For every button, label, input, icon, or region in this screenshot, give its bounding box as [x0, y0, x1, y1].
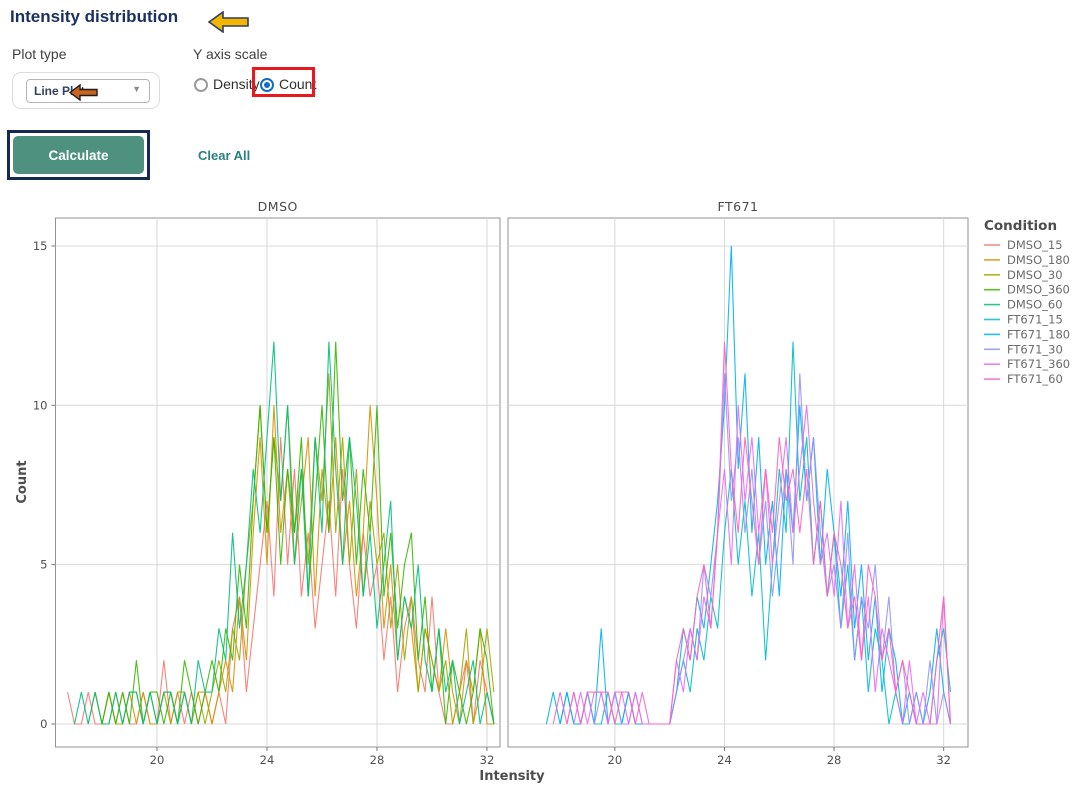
x-tick-label: 28 — [827, 753, 842, 767]
y-tick-label: 10 — [33, 398, 48, 412]
count-radio[interactable] — [260, 78, 274, 92]
x-tick-label: 32 — [936, 753, 951, 767]
panel-FT671 — [507, 217, 969, 748]
facet-title-DMSO: DMSO — [258, 199, 298, 214]
y-tick-label: 0 — [40, 717, 47, 731]
legend-label-FT671_360: FT671_360 — [1007, 357, 1070, 371]
x-tick-label: 24 — [260, 753, 275, 767]
clear-all-link[interactable]: Clear All — [198, 148, 251, 163]
calculate-button[interactable]: Calculate — [13, 136, 144, 174]
legend-label-DMSO_360: DMSO_360 — [1007, 283, 1070, 297]
plot-type-dropdown-container: Line Plot ▼ — [12, 72, 160, 109]
x-tick-label: 32 — [480, 753, 495, 767]
annotation-orange-arrow-icon — [69, 84, 98, 101]
count-radio-label[interactable]: Count — [279, 76, 317, 92]
legend-label-DMSO_60: DMSO_60 — [1007, 298, 1063, 312]
y-axis-scale-label: Y axis scale — [193, 46, 268, 62]
chart-line-FT671_60 — [552, 341, 952, 725]
facet-title-FT671: FT671 — [718, 199, 759, 214]
legend-label-FT671_30: FT671_30 — [1007, 342, 1063, 356]
legend-label-DMSO_180: DMSO_180 — [1007, 253, 1070, 267]
chart-line-DMSO_360 — [101, 341, 495, 725]
density-radio-label[interactable]: Density — [213, 76, 260, 92]
x-tick-label: 20 — [150, 753, 165, 767]
y-axis-title: Count — [15, 460, 30, 503]
legend-label-DMSO_15: DMSO_15 — [1007, 238, 1063, 252]
x-axis-title: Intensity — [479, 769, 545, 784]
x-tick-label: 20 — [608, 753, 623, 767]
legend-title: Condition — [984, 218, 1057, 234]
chevron-down-icon: ▼ — [132, 84, 141, 94]
legend-label-DMSO_30: DMSO_30 — [1007, 268, 1063, 282]
legend-label-FT671_60: FT671_60 — [1007, 372, 1063, 386]
y-tick-label: 15 — [33, 239, 48, 253]
page-title: Intensity distribution — [10, 7, 179, 26]
plot-type-label: Plot type — [12, 46, 67, 62]
annotation-yellow-arrow-icon — [208, 11, 249, 33]
chart-line-DMSO_60 — [73, 341, 495, 725]
y-tick-label: 5 — [40, 558, 47, 572]
intensity-distribution-chart: 20 24 28 32 DMSO 20 24 28 32 FT671 0 5 10 15 Count Inte… — [15, 199, 1070, 784]
density-radio[interactable] — [194, 78, 208, 92]
x-tick-label: 28 — [370, 753, 385, 767]
legend-label-FT671_180: FT671_180 — [1007, 327, 1070, 341]
chart-line-FT671_360 — [573, 405, 952, 725]
legend-label-FT671_15: FT671_15 — [1007, 313, 1063, 327]
x-tick-label: 24 — [717, 753, 732, 767]
